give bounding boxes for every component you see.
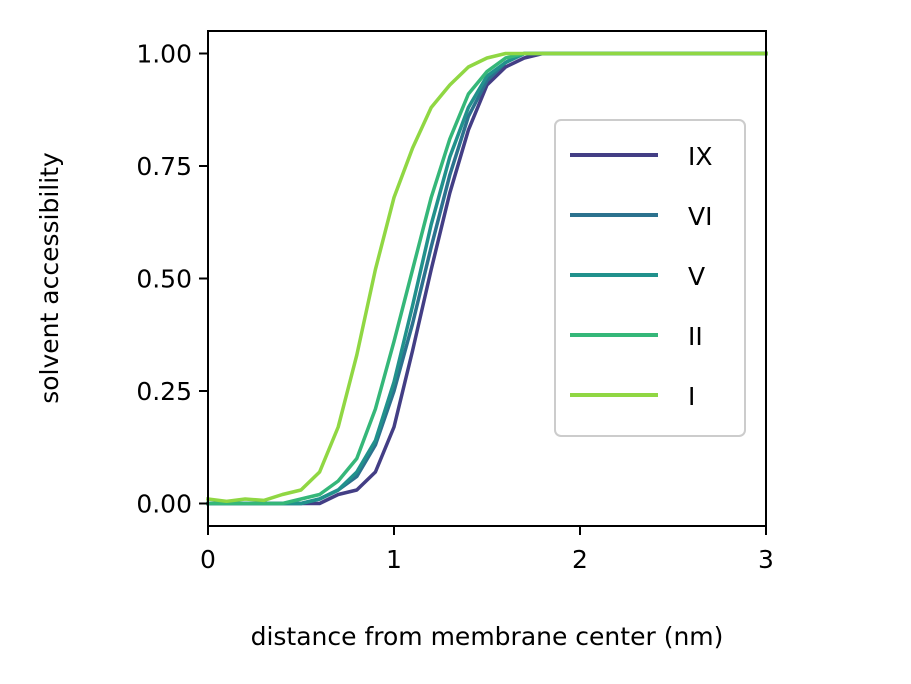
x-axis-ticks: 0 1 2 3 [200, 526, 774, 574]
x-tick-label: 0 [200, 545, 216, 574]
legend-label-ii: II [688, 322, 703, 351]
y-tick-label: 1.00 [136, 40, 192, 69]
x-tick-label: 2 [572, 545, 588, 574]
legend-label-v: V [688, 262, 705, 291]
plot-lines [206, 51, 768, 506]
series-line-i [206, 51, 768, 504]
x-axis-label: distance from membrane center (nm) [251, 622, 724, 651]
legend-label-ix: IX [688, 142, 713, 171]
x-tick-label: 3 [758, 545, 774, 574]
y-axis-label: solvent accessibility [35, 152, 64, 404]
x-tick-label: 1 [386, 545, 402, 574]
legend-label-i: I [688, 382, 695, 411]
y-tick-label: 0.75 [136, 152, 192, 181]
legend-box [554, 119, 746, 437]
y-tick-label: 0.50 [136, 265, 192, 294]
legend-label-vi: VI [688, 202, 712, 231]
y-tick-label: 0.25 [136, 377, 192, 406]
y-tick-label: 0.00 [136, 490, 192, 519]
y-axis-ticks: 0.00 0.25 0.50 0.75 1.00 [136, 40, 208, 519]
